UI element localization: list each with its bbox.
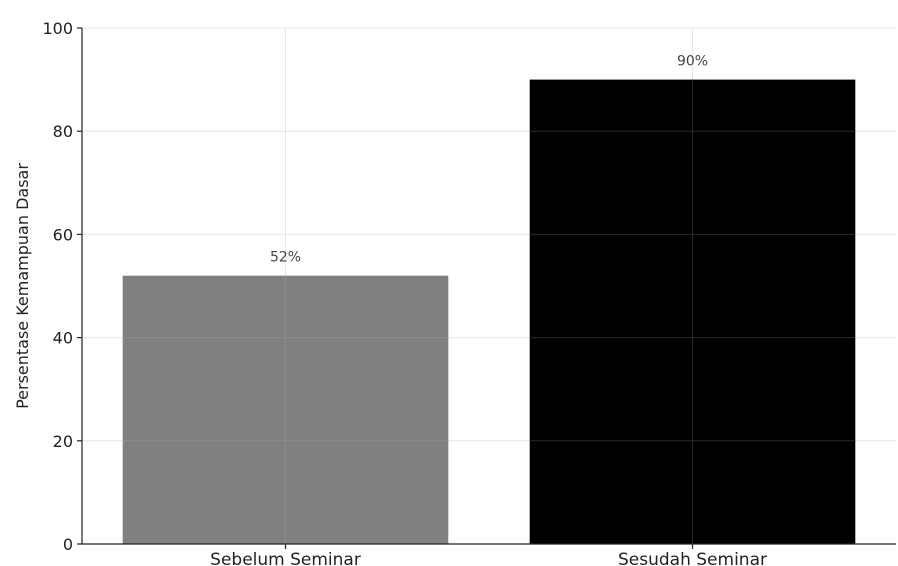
x-tick-label: Sebelum Seminar (210, 550, 361, 566)
data-labels: 52% 90% (270, 54, 708, 266)
y-tick-label: 20 (53, 432, 73, 451)
y-tick-label: 100 (42, 19, 73, 38)
y-tick-label: 0 (63, 535, 73, 554)
y-ticks: 0 20 40 60 80 100 (42, 19, 82, 554)
y-axis-label: Persentase Kemampuan Dasar (13, 163, 32, 409)
y-tick-label: 80 (53, 122, 73, 141)
data-label: 90% (677, 54, 708, 70)
x-tick-label: Sesudah Seminar (618, 550, 767, 566)
y-tick-label: 60 (53, 225, 73, 244)
data-label: 52% (270, 250, 301, 266)
axes (81, 28, 896, 545)
x-ticks: Sebelum Seminar Sesudah Seminar (210, 544, 767, 566)
y-tick-label: 40 (53, 329, 73, 348)
bars (122, 79, 856, 544)
